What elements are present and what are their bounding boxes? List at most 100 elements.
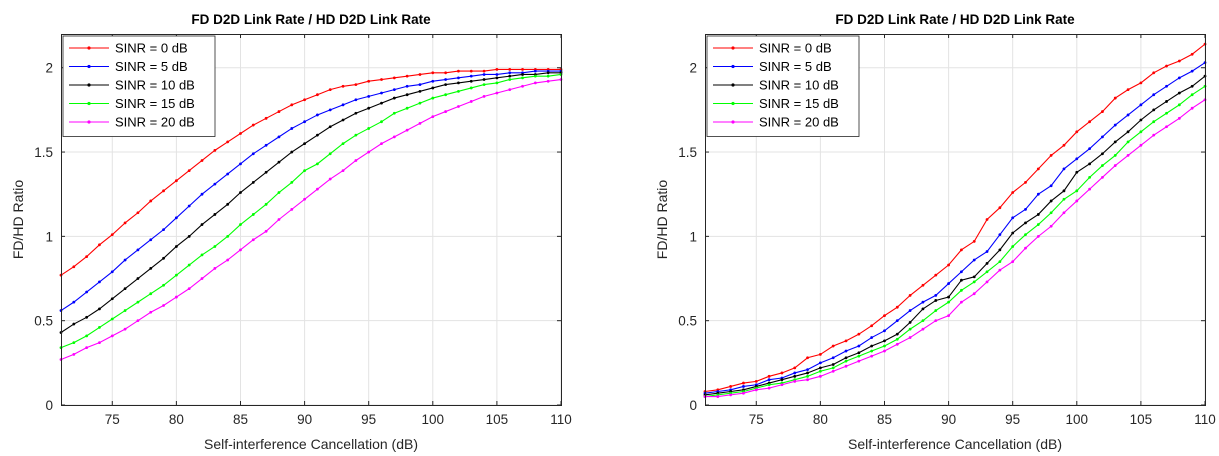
data-point [187,169,191,173]
data-point [947,300,950,304]
data-point [431,71,435,75]
data-point [1011,216,1015,220]
data-point [495,81,499,85]
data-point [303,120,306,124]
data-point [793,371,797,375]
data-point [1152,93,1156,97]
data-point [174,216,178,220]
data-point [1190,93,1194,97]
data-point [508,74,512,78]
series-5 [59,78,563,361]
data-point [328,177,332,181]
data-point [303,142,306,146]
data-point [85,346,89,350]
data-point [844,359,848,363]
legend: SINR = 0 dB SINR = 5 dB SINR = 10 dB SINR =… [706,35,860,137]
legend-label: SINR = 10 dB [115,78,195,93]
data-point [716,395,720,398]
data-point [469,100,473,103]
data-point [380,101,383,105]
data-point [303,197,306,201]
x-tick-label: 105 [486,412,509,427]
data-point [533,74,537,78]
data-point [200,159,204,162]
legend-marker [731,120,735,124]
data-point [469,69,473,73]
series-line [60,68,561,276]
data-point [239,248,242,252]
data-point [264,202,268,206]
data-point [123,221,127,225]
data-point [985,250,989,253]
data-point [72,341,76,344]
data-point [277,110,281,113]
data-point [1088,147,1092,151]
chart-1: 75 80 85 90 95 100 105 110 0 0.5 1 1.5 2 FD D2D Link … [10,12,572,452]
legend-label: SINR = 20 dB [759,115,839,130]
data-point [1049,211,1053,215]
data-point [354,159,358,162]
data-point [418,89,422,93]
data-point [174,179,178,183]
data-point [72,322,76,326]
data-point [960,288,963,292]
data-point [226,202,230,206]
data-point [316,187,319,191]
data-point [908,320,912,324]
data-point [844,339,848,343]
data-point [831,366,835,370]
data-point [469,74,473,78]
data-point [729,393,733,397]
x-tick-label: 95 [1005,412,1020,427]
data-point [162,228,165,232]
data-point [921,283,925,287]
data-point [469,86,473,90]
data-point [136,248,140,252]
chart-2: 75 80 85 90 95 100 105 110 0 0.5 1 1.5 2 FD D2D Link … [654,12,1216,452]
data-point [1152,133,1156,137]
y-tick-label: 1.5 [678,145,697,160]
data-point [908,293,912,297]
data-point [303,98,306,102]
data-point [277,218,281,221]
y-tick-label: 2 [45,61,53,76]
y-tick-label: 0.5 [678,314,697,329]
legend-label: SINR = 10 dB [759,78,839,93]
x-tick-label: 90 [297,412,312,427]
y-axis-label: FD/HD Ratio [10,180,26,260]
data-point [444,71,448,75]
legend-label: SINR = 5 dB [115,59,188,74]
data-point [110,297,114,301]
data-point [1139,118,1143,122]
x-tick-label: 80 [813,412,828,427]
data-point [1190,84,1194,88]
data-point [1011,191,1015,194]
y-tick-label: 0 [45,398,53,413]
data-point [1177,116,1181,120]
data-point [431,86,435,90]
data-point [780,383,784,387]
data-point [405,93,409,97]
data-point [1036,213,1040,216]
data-point [303,169,306,173]
data-point [123,258,127,262]
data-point [405,74,409,78]
series-5 [703,98,1207,398]
data-point [482,78,486,81]
series-4 [59,73,563,350]
data-point [546,79,550,83]
series-line [705,99,1206,398]
data-point [921,319,925,323]
data-point [457,81,460,85]
data-point [521,68,524,71]
data-point [1126,88,1130,92]
x-axis-label: Self-interference Cancellation (dB) [848,436,1062,452]
data-point [405,84,409,88]
data-point [1036,192,1040,196]
data-point [857,344,861,348]
data-point [934,319,938,323]
data-point [380,142,383,146]
legend-label: SINR = 5 dB [759,59,832,74]
data-point [290,127,294,130]
legend-item: SINR = 5 dB [713,59,832,74]
